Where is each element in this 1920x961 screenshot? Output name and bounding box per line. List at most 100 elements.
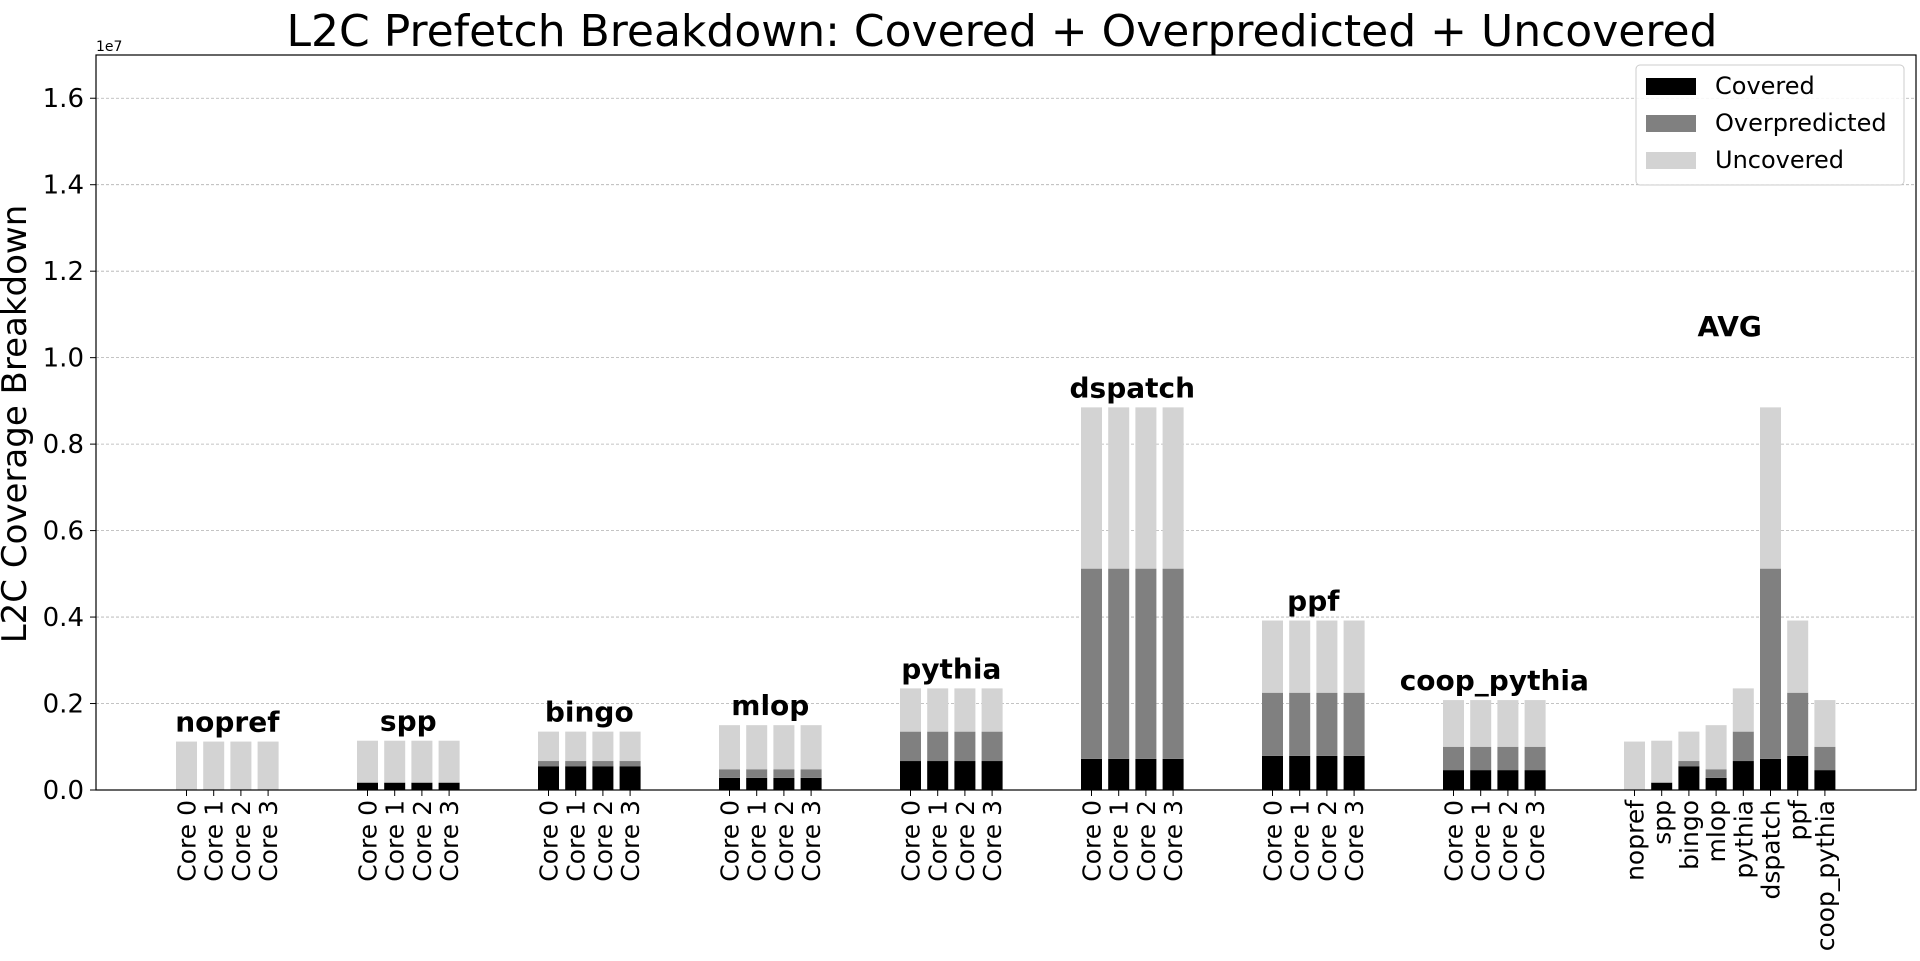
bar-segment-covered — [1443, 770, 1464, 790]
bars — [176, 407, 1836, 790]
bar-segment-overpredicted — [1108, 568, 1130, 759]
bar-segment-covered — [438, 782, 460, 790]
bar-segment-overpredicted — [1814, 746, 1836, 771]
group-label: bingo — [545, 696, 634, 729]
group-labels: nopref spp bingo mlop pythia dspatch ppf coop_p… — [175, 310, 1762, 739]
bar-segment-covered — [954, 761, 976, 790]
y-axis-offset-label: 1e7 — [96, 39, 122, 55]
bar-segment-uncovered — [1787, 620, 1809, 693]
bar-segment-covered — [1732, 761, 1754, 790]
bar-segment-uncovered — [1262, 620, 1283, 693]
bar-segment-covered — [1081, 758, 1102, 790]
bar-segment-uncovered — [1443, 700, 1464, 747]
legend-box — [1635, 64, 1905, 186]
bar-segment-overpredicted — [1497, 746, 1519, 771]
bar-segment-uncovered — [1814, 700, 1836, 747]
bar-segment-covered — [800, 777, 822, 790]
group-label: coop_pythia — [1400, 664, 1589, 697]
x-tick-label: Core 1 — [1286, 800, 1315, 882]
bar-segment-covered — [1651, 782, 1673, 790]
x-tick-label: Core 0 — [897, 800, 926, 882]
bar-segment-uncovered — [438, 740, 460, 783]
group-label: nopref — [175, 706, 280, 739]
group-label: AVG — [1697, 310, 1761, 343]
bar-segment-uncovered — [203, 741, 225, 790]
legend-swatch — [1646, 78, 1696, 95]
legend-label: Covered — [1715, 72, 1815, 100]
bar-segment-covered — [1760, 758, 1781, 790]
bar-segment-uncovered — [384, 740, 406, 783]
x-tick-label: mlop — [1702, 800, 1731, 862]
bar-segment-covered — [411, 782, 433, 790]
y-tick-label: 1.4 — [43, 171, 84, 201]
bar-segment-overpredicted — [1443, 746, 1464, 771]
bar-segment-uncovered — [1108, 407, 1130, 569]
y-tick-label: 0.4 — [43, 603, 84, 633]
x-tick-label: spp — [1648, 800, 1677, 845]
bar-segment-covered — [981, 761, 1003, 790]
bar-segment-uncovered — [1524, 700, 1546, 747]
y-tick-label: 0.0 — [43, 776, 84, 806]
group-label: ppf — [1287, 585, 1340, 618]
bar-segment-covered — [1787, 755, 1809, 790]
bar-segment-uncovered — [1162, 407, 1184, 569]
bar-segment-overpredicted — [1732, 731, 1754, 762]
bar-segment-overpredicted — [1262, 692, 1283, 756]
bar-segment-covered — [927, 761, 949, 790]
x-tick-label: Core 1 — [743, 800, 772, 882]
x-tick-label: pythia — [1729, 800, 1758, 879]
bar-segment-uncovered — [176, 741, 197, 790]
bar-segment-overpredicted — [1343, 692, 1365, 756]
x-tick-label: Core 2 — [770, 800, 799, 882]
x-tick-label: Core 2 — [589, 800, 618, 882]
bar-segment-uncovered — [565, 731, 587, 762]
bar-segment-uncovered — [954, 688, 976, 732]
bar-segment-uncovered — [719, 725, 740, 770]
bar-segment-covered — [1262, 755, 1283, 790]
bar-segment-covered — [1316, 755, 1338, 790]
bar-segment-uncovered — [1343, 620, 1365, 693]
bar-segment-overpredicted — [538, 761, 559, 767]
legend-label: Overpredicted — [1715, 109, 1887, 137]
bar-segment-uncovered — [1135, 407, 1157, 569]
bar-segment-overpredicted — [773, 769, 795, 778]
bar-segment-overpredicted — [1678, 761, 1700, 767]
legend-swatch — [1646, 152, 1696, 169]
y-tick-label: 1.2 — [43, 257, 84, 287]
bar-segment-uncovered — [981, 688, 1003, 732]
x-tick-label: Core 0 — [173, 800, 202, 882]
y-axis-label: L2C Coverage Breakdown — [0, 205, 35, 644]
bar-segment-uncovered — [1289, 620, 1311, 693]
group-label: pythia — [901, 652, 1001, 685]
bar-segment-uncovered — [800, 725, 822, 770]
bar-segment-covered — [1705, 777, 1727, 790]
legend: Covered Overpredicted Uncovered — [1635, 64, 1905, 186]
x-tick-label: nopref — [1621, 799, 1650, 881]
bar-segment-uncovered — [1081, 407, 1102, 569]
x-tick-label: ppf — [1784, 799, 1813, 841]
x-tick-label: Core 3 — [435, 800, 464, 882]
bar-segment-overpredicted — [1289, 692, 1311, 756]
bar-segment-overpredicted — [1135, 568, 1157, 759]
x-tick-label: Core 2 — [1132, 800, 1161, 882]
bar-segment-uncovered — [1678, 731, 1700, 762]
y-tick-label: 1.0 — [43, 344, 84, 374]
bar-segment-uncovered — [1470, 700, 1492, 747]
bar-segment-overpredicted — [954, 731, 976, 762]
bar-segment-covered — [1814, 770, 1836, 790]
x-tick-label: Core 2 — [1313, 800, 1342, 882]
bar-segment-overpredicted — [1316, 692, 1338, 756]
x-tick-label: Core 3 — [254, 800, 283, 882]
bar-segment-overpredicted — [927, 731, 949, 762]
bar-segment-overpredicted — [1470, 746, 1492, 771]
bar-segment-uncovered — [900, 688, 921, 732]
bar-segment-overpredicted — [1081, 568, 1102, 759]
bar-segment-overpredicted — [1787, 692, 1809, 756]
x-tick-label: Core 2 — [951, 800, 980, 882]
bar-segment-uncovered — [1624, 741, 1645, 790]
x-tick-label: Core 1 — [924, 800, 953, 882]
bar-segment-covered — [384, 782, 406, 790]
bar-segment-covered — [538, 766, 559, 790]
bar-segment-covered — [592, 766, 614, 790]
